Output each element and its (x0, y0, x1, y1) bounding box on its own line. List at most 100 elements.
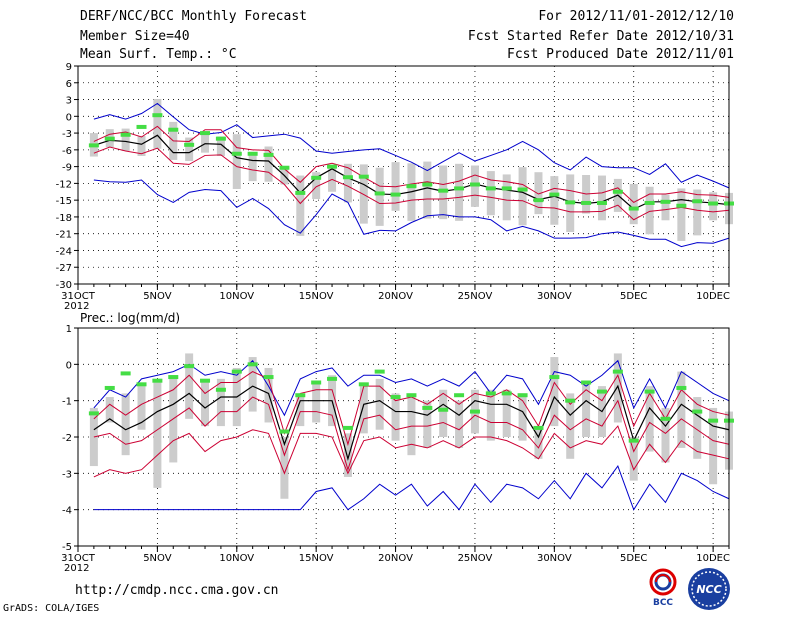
precipitation-range-box (137, 386, 146, 430)
source-url[interactable]: http://cmdp.ncc.cma.gov.cn (75, 583, 279, 598)
temperature-marker (231, 151, 242, 156)
temperature-marker (533, 198, 544, 203)
precipitation-range-box (645, 386, 654, 452)
variable-label: Mean Surf. Temp.: °C (80, 47, 237, 62)
temperature-marker (422, 182, 433, 187)
precipitation-range-box (105, 397, 114, 423)
precipitation-range-box (550, 357, 559, 427)
temperature-marker (644, 200, 655, 205)
precipitation-range-box (248, 357, 257, 412)
temperature-ytick-label: 6 (66, 79, 72, 90)
precipitation-xtick-label: 20NOV (378, 553, 413, 564)
precipitation-range-box (534, 426, 543, 459)
precipitation-spread_lower-line (93, 396, 730, 472)
temperature-marker (469, 182, 480, 187)
temperature-range-box (550, 176, 559, 225)
temperature-xtick-label: 31OCT (61, 291, 96, 302)
bcc-logo: BCC (649, 568, 677, 608)
precipitation-range-box (677, 371, 686, 448)
ncc-logo: NCC (688, 568, 730, 610)
precipitation-range-box (280, 437, 289, 499)
temperature-marker (581, 200, 592, 205)
precipitation-range-box (629, 437, 638, 481)
temperature-marker (485, 186, 496, 191)
precipitation-marker (263, 375, 274, 380)
precipitation-marker (88, 411, 99, 416)
temperature-range-box (629, 183, 638, 225)
precipitation-range-box (201, 382, 210, 427)
temperature-marker (406, 184, 417, 189)
temperature-xtick-label: 20NOV (378, 291, 413, 302)
temperature-marker (184, 142, 195, 147)
precipitation-max-line (93, 359, 730, 417)
temperature-range-box (709, 192, 718, 221)
temperature-range-box (502, 174, 511, 221)
temperature-xtick-label: 25NOV (458, 291, 493, 302)
temperature-xtick-label: 10NOV (219, 291, 254, 302)
temperature-marker (136, 124, 147, 129)
precipitation-marker (152, 378, 163, 383)
precipitation-range-box (121, 393, 130, 456)
precipitation-range-box (343, 433, 352, 477)
precipitation-range-box (502, 389, 511, 437)
precipitation-marker (120, 371, 131, 376)
temperature-marker (342, 175, 353, 180)
temperature-marker (549, 192, 560, 197)
precipitation-ytick-label: 0 (66, 360, 72, 371)
precip-axis-label: Prec.: log(mm/d) (80, 311, 180, 325)
temperature-ytick-label: 0 (66, 112, 72, 123)
precipitation-range-box (423, 400, 432, 448)
precipitation-mean-line (93, 384, 730, 462)
temperature-range-box (693, 189, 702, 236)
temperature-marker (692, 199, 703, 204)
precipitation-xtick-label: 5NOV (143, 553, 172, 564)
temperature-marker (517, 187, 528, 192)
temperature-marker (612, 189, 623, 194)
temperature-min-line (93, 179, 730, 248)
precipitation-marker (660, 416, 671, 421)
temperature-marker (295, 190, 306, 195)
bcc-logo-text: BCC (653, 598, 673, 608)
precipitation-marker (390, 395, 401, 400)
precipitation-ytick-label: -1 (62, 397, 72, 408)
precipitation-marker (549, 375, 560, 380)
temperature-ytick-label: 9 (66, 62, 72, 73)
temperature-marker (438, 188, 449, 193)
precipitation-range-box (661, 407, 670, 463)
precipitation-range-box (391, 393, 400, 441)
precipitation-marker (612, 369, 623, 374)
temperature-ytick-label: -15 (56, 196, 72, 207)
temperature-marker (660, 199, 671, 204)
temperature-xtick-label: 10DEC (696, 291, 730, 302)
precipitation-range-box (359, 386, 368, 434)
precipitation-range-box (486, 389, 495, 441)
temperature-ytick-label: -3 (62, 129, 72, 140)
temperature-ytick-label: -6 (62, 146, 72, 157)
precipitation-range-box (312, 382, 321, 423)
precipitation-marker (104, 385, 115, 390)
precipitation-marker (406, 393, 417, 398)
temperature-marker (152, 113, 163, 118)
temperature-range-box (645, 186, 654, 235)
precipitation-ytick-label: -4 (62, 506, 72, 517)
temperature-marker (454, 186, 465, 191)
temperature-ytick-label: -12 (56, 179, 72, 190)
precipitation-xtick-label: 15NOV (299, 553, 334, 564)
temperature-marker (327, 164, 338, 169)
temperature-range-box (232, 134, 241, 189)
temperature-range-box (375, 167, 384, 226)
precipitation-ytick-label: -2 (62, 433, 72, 444)
temperature-marker (501, 186, 512, 191)
precipitation-marker (168, 375, 179, 380)
precipitation-marker (485, 391, 496, 396)
precipitation-range-box (375, 378, 384, 430)
precipitation-ytick-label: -3 (62, 469, 72, 480)
precipitation-range-box (185, 353, 194, 419)
precipitation-year-label: 2012 (64, 563, 89, 574)
precipitation-xtick-label: 25NOV (458, 553, 493, 564)
temperature-range-box (455, 163, 464, 221)
precipitation-marker (231, 369, 242, 374)
precipitation-marker (501, 391, 512, 396)
temperature-range-box (137, 135, 146, 156)
